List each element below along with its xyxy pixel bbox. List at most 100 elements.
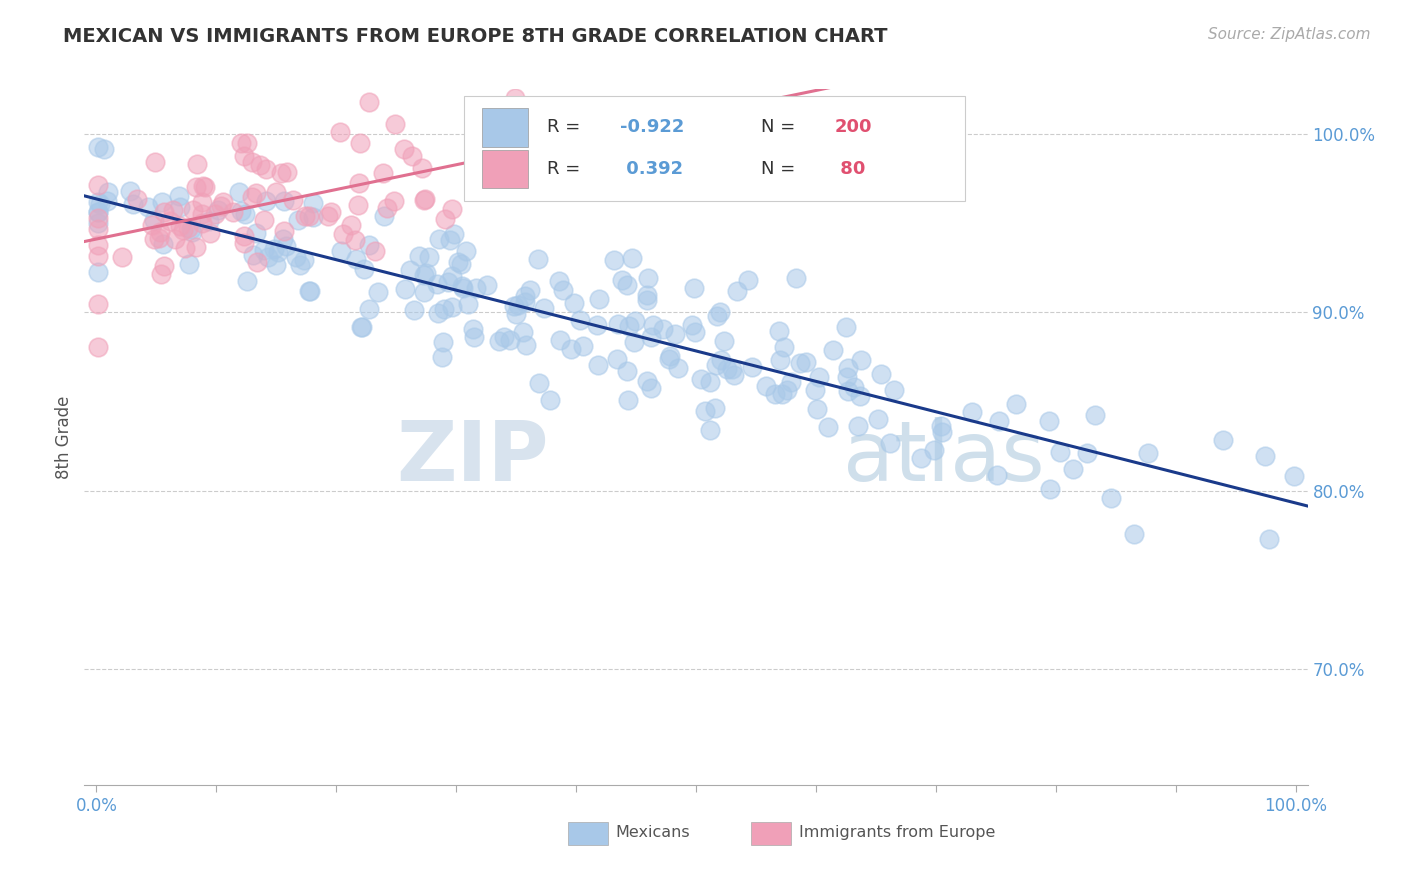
Point <box>922 442 945 457</box>
Point <box>612 273 634 287</box>
Point <box>637 271 659 285</box>
Text: 0.392: 0.392 <box>620 161 683 178</box>
Point <box>503 299 526 313</box>
Point <box>689 372 711 386</box>
Point <box>451 281 474 295</box>
Point <box>392 143 415 157</box>
Point <box>789 356 811 370</box>
Point <box>806 401 828 416</box>
Point <box>319 205 342 219</box>
Point <box>176 221 198 235</box>
Point <box>879 436 901 450</box>
Point <box>586 359 609 373</box>
Point <box>415 266 437 280</box>
Point <box>706 310 728 324</box>
Point <box>437 276 460 290</box>
Point <box>375 201 398 215</box>
Point <box>200 226 222 240</box>
Point <box>439 233 461 247</box>
Point <box>505 307 527 321</box>
Point <box>111 250 134 264</box>
Point <box>222 205 245 219</box>
Text: -0.922: -0.922 <box>620 119 685 136</box>
Point <box>339 218 361 232</box>
Point <box>298 209 321 223</box>
Point <box>683 281 706 295</box>
Point <box>150 194 173 209</box>
Point <box>426 306 449 320</box>
Point <box>292 253 315 268</box>
Point <box>252 213 274 227</box>
Point <box>586 318 609 333</box>
Text: R =: R = <box>547 161 586 178</box>
Point <box>125 192 148 206</box>
Point <box>86 211 108 225</box>
Point <box>607 317 630 331</box>
Point <box>270 166 292 180</box>
Point <box>141 218 163 232</box>
Point <box>97 186 120 200</box>
Point <box>273 224 295 238</box>
Point <box>254 194 277 208</box>
Point <box>198 214 221 228</box>
Point <box>710 352 733 367</box>
Point <box>624 314 647 328</box>
Point <box>910 450 932 465</box>
Point <box>181 226 204 240</box>
Point <box>271 232 294 246</box>
Point <box>755 379 778 393</box>
Point <box>181 203 204 218</box>
Point <box>86 195 108 210</box>
Point <box>498 333 520 347</box>
Point <box>242 248 264 262</box>
Point <box>86 178 108 193</box>
Point <box>427 232 450 246</box>
Point <box>695 404 717 418</box>
Point <box>233 207 256 221</box>
Point <box>1123 526 1146 541</box>
Point <box>817 419 839 434</box>
Point <box>418 250 440 264</box>
Text: Immigrants from Europe: Immigrants from Europe <box>799 825 995 839</box>
Point <box>228 186 250 200</box>
Point <box>1258 532 1281 546</box>
Point <box>177 256 200 270</box>
Point <box>430 350 453 364</box>
Point <box>457 296 479 310</box>
Point <box>1099 491 1122 506</box>
Point <box>252 243 274 257</box>
Point <box>451 278 474 293</box>
Point <box>538 392 561 407</box>
Point <box>153 259 176 273</box>
Point <box>1137 446 1160 460</box>
Point <box>232 235 254 250</box>
Point <box>384 117 406 131</box>
Point <box>281 193 304 207</box>
Point <box>720 361 742 376</box>
Point <box>883 383 905 397</box>
Point <box>159 214 181 228</box>
Point <box>264 258 287 272</box>
Point <box>846 419 869 434</box>
Point <box>343 233 366 247</box>
Point <box>617 393 640 408</box>
Point <box>120 184 142 198</box>
Point <box>344 252 367 267</box>
Point <box>211 194 233 209</box>
Point <box>353 262 375 277</box>
Point <box>254 162 277 177</box>
Point <box>666 361 689 376</box>
Point <box>86 205 108 219</box>
Point <box>723 368 745 383</box>
Point <box>837 361 859 376</box>
Point <box>143 155 166 169</box>
FancyBboxPatch shape <box>568 822 607 845</box>
Point <box>194 179 217 194</box>
Point <box>359 238 381 252</box>
Point <box>623 334 645 349</box>
Point <box>172 223 194 237</box>
Point <box>716 362 738 376</box>
Point <box>211 199 233 213</box>
Point <box>349 136 371 150</box>
Y-axis label: 8th Grade: 8th Grade <box>55 395 73 479</box>
